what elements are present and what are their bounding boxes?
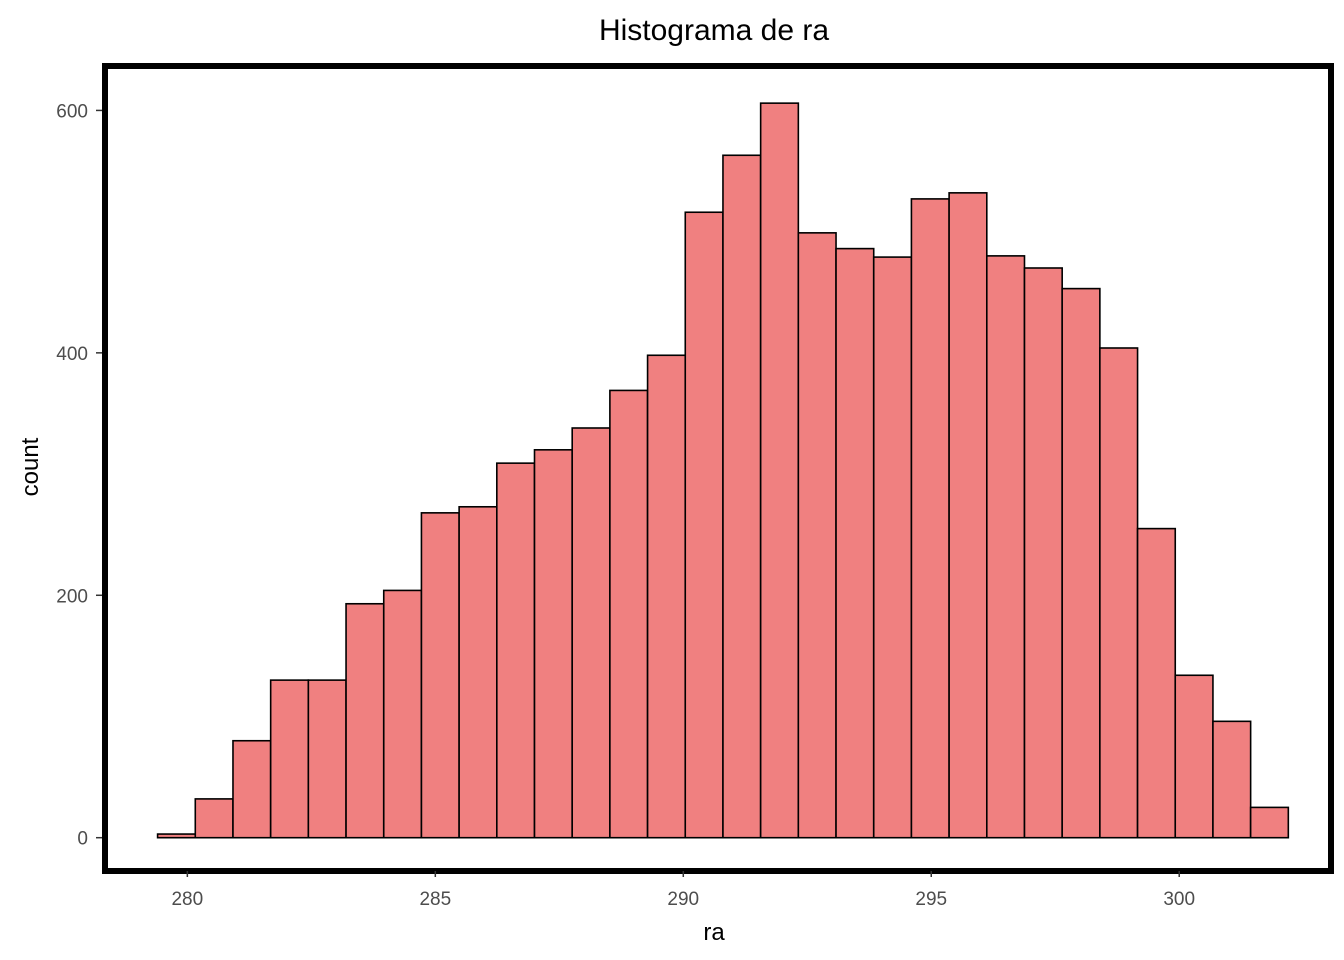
histogram-bar-17 [797, 232, 837, 839]
histogram-bar-29 [1249, 806, 1290, 839]
x-tick-label: 285 [419, 889, 451, 910]
histogram-bar-3 [269, 679, 310, 839]
histogram-bar-28 [1212, 720, 1252, 839]
histogram-bar-26 [1136, 527, 1177, 839]
histogram-bar-27 [1174, 674, 1214, 839]
histogram-bar-15 [722, 154, 762, 839]
histogram-bar-5 [345, 602, 385, 839]
histogram-bar-24 [1061, 287, 1101, 839]
histogram-bar-12 [609, 389, 649, 839]
histogram-bar-0 [156, 833, 197, 839]
y-tick-label: 200 [56, 586, 88, 607]
histogram-bar-13 [646, 354, 687, 839]
x-axis-title: ra [703, 919, 725, 946]
x-tick-label: 290 [667, 889, 699, 910]
bars-group [156, 102, 1290, 839]
x-tick-label: 300 [1163, 889, 1195, 910]
histogram-bar-22 [985, 255, 1026, 839]
x-axis-ticks: 280 285 290 295 300 [171, 871, 1195, 910]
histogram-bar-18 [835, 247, 875, 839]
x-tick-label: 295 [915, 889, 947, 910]
histogram-bar-14 [684, 211, 724, 839]
x-tick-label: 280 [171, 889, 203, 910]
histogram-bar-19 [872, 256, 913, 839]
histogram-bar-16 [759, 102, 800, 839]
y-tick-label: 0 [77, 829, 88, 850]
histogram-bar-11 [571, 427, 611, 839]
histogram-bar-10 [533, 449, 573, 839]
histogram-bar-6 [382, 589, 423, 839]
histogram-bar-7 [420, 512, 460, 839]
y-tick-label: 400 [56, 344, 88, 365]
histogram-bar-23 [1023, 267, 1063, 839]
panel-border [102, 63, 1334, 874]
chart-title: Histograma de ra [599, 14, 829, 47]
histogram-bar-21 [948, 192, 988, 839]
histogram-bar-1 [194, 798, 234, 839]
histogram-bar-4 [307, 679, 347, 839]
histogram-bar-8 [458, 505, 498, 839]
histogram-bar-20 [910, 198, 950, 839]
y-tick-label: 600 [56, 101, 88, 122]
histogram-bar-25 [1099, 347, 1139, 839]
histogram-bar-9 [496, 462, 536, 839]
histogram-bar-2 [232, 739, 272, 839]
y-axis-title: count [17, 437, 44, 496]
y-axis-ticks: 0 200 400 600 [56, 101, 102, 850]
